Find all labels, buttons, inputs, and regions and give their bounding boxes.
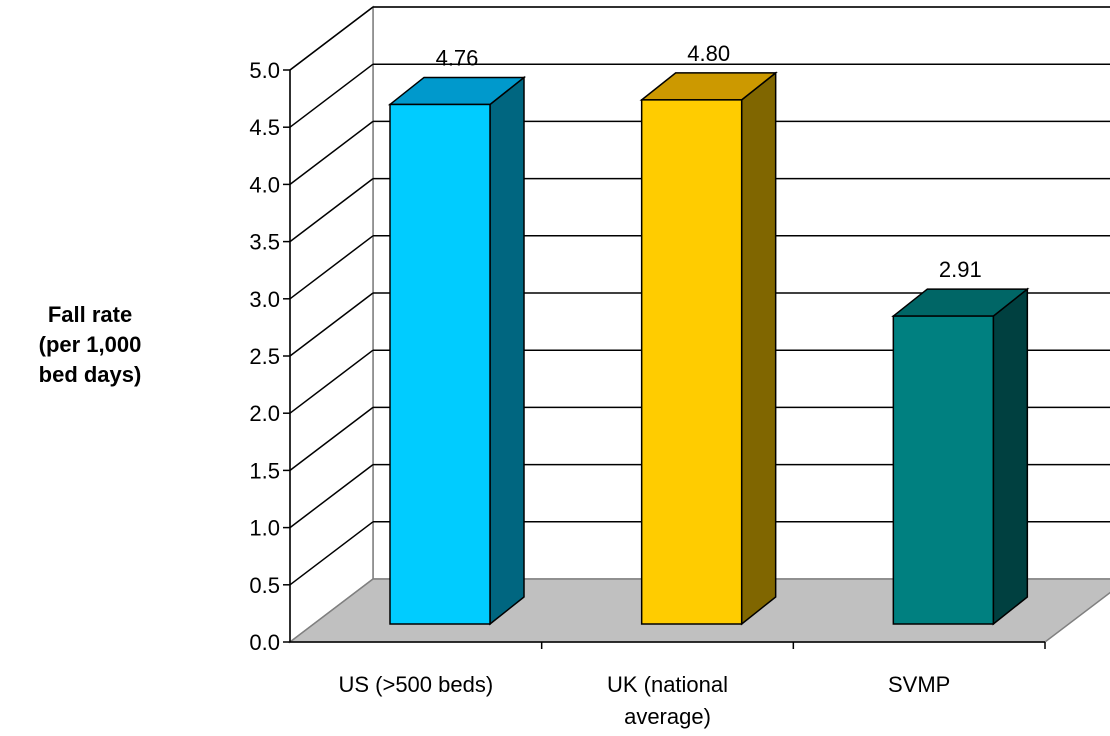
y-tick-label: 1.0 (249, 516, 280, 541)
x-tick-label: US (>500 beds) (338, 672, 493, 697)
x-tick-label: UK (national (607, 672, 728, 697)
bar (893, 316, 993, 624)
y-tick-label: 4.5 (249, 115, 280, 140)
data-label: 2.91 (939, 257, 982, 282)
data-label: 4.76 (436, 45, 479, 70)
data-label: 4.80 (687, 41, 730, 66)
bar-side (993, 289, 1027, 624)
y-tick-label: 2.5 (249, 344, 280, 369)
y-tick-label: 1.5 (249, 458, 280, 483)
y-tick-label: 0.5 (249, 573, 280, 598)
bar (642, 100, 742, 624)
bar-side (742, 73, 776, 624)
y-tick-label: 2.0 (249, 401, 280, 426)
y-tick-label: 4.0 (249, 172, 280, 197)
x-tick-label: average) (624, 704, 711, 729)
y-tick-label: 3.5 (249, 230, 280, 255)
y-tick-label: 5.0 (249, 58, 280, 83)
y-tick-label: 0.0 (249, 630, 280, 655)
bar (390, 104, 490, 624)
x-tick-label: SVMP (888, 672, 950, 697)
y-tick-label: 3.0 (249, 287, 280, 312)
bar-side (490, 77, 524, 624)
